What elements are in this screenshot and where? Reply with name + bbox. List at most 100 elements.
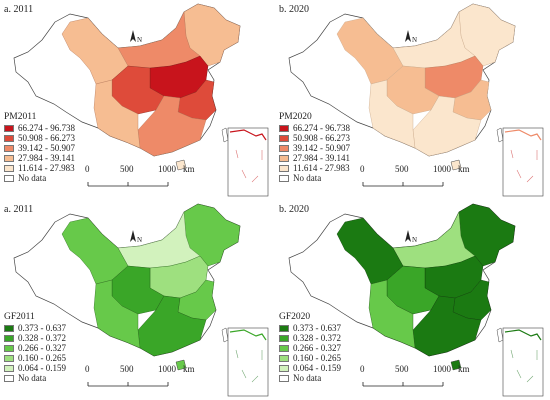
legend-swatch [279, 374, 289, 382]
legend-item: 39.142 - 50.907 [279, 143, 350, 153]
legend-item: 66.274 - 96.738 [279, 123, 350, 133]
legend-label: 27.984 - 39.141 [293, 153, 350, 163]
scale-bar [362, 182, 444, 187]
north-label: N [137, 236, 143, 244]
scale-bar [87, 182, 169, 187]
panel-title: b. 2020 [279, 204, 309, 215]
scale-tick: 0 [360, 164, 365, 174]
legend-title: GF2020 [279, 312, 311, 322]
scale-labels: 0 500 1000 km [360, 364, 483, 376]
legend-swatch [4, 344, 14, 352]
legend-item: 0.266 - 0.327 [279, 343, 341, 353]
south-china-sea-inset [502, 327, 544, 397]
scale-tick: 0 [85, 164, 90, 174]
panel-title: a. 2011 [4, 4, 34, 15]
legend-label: No data [293, 173, 322, 183]
legend-title: PM2020 [279, 112, 312, 122]
region-northwest [336, 217, 404, 285]
map-pm-2020 [288, 3, 544, 197]
region-northwest [61, 217, 129, 285]
legend-item: 50.908 - 66.273 [279, 133, 350, 143]
legend-item: 50.908 - 66.273 [4, 133, 75, 143]
legend-label: 0.373 - 0.637 [18, 323, 66, 333]
legend-swatch [279, 174, 289, 182]
legend-swatch [279, 354, 289, 362]
legend-swatch [279, 364, 289, 372]
legend-label: 11.614 - 27.983 [293, 163, 350, 173]
map-panel-pm-2011: a. 2011 N PM2011 66.274 - 96.738 50.908 … [0, 0, 275, 200]
scale-tick: 1000 [433, 164, 451, 174]
legend-swatch [279, 324, 289, 332]
legend-label: 66.274 - 96.738 [18, 123, 75, 133]
legend-label: 0.328 - 0.372 [18, 333, 66, 343]
region-southwest [368, 79, 416, 149]
scale-tick: 0 [85, 364, 90, 374]
legend-item: 0.064 - 0.159 [4, 363, 66, 373]
scale-bar [362, 382, 444, 387]
legend-swatch [4, 154, 14, 162]
inset-dashes [235, 149, 263, 183]
legend-swatch [4, 324, 14, 332]
scale-unit: km [458, 364, 470, 374]
panel-title: b. 2020 [279, 4, 309, 15]
legend-item: No data [4, 173, 75, 183]
legend-label: 27.984 - 39.141 [18, 153, 75, 163]
legend-item: 11.614 - 27.983 [4, 163, 75, 173]
hainan-island [175, 359, 187, 371]
legend-title: PM2011 [4, 112, 37, 122]
inset-coast [504, 329, 542, 341]
legend-item: 0.160 - 0.265 [4, 353, 66, 363]
legend-item: 0.328 - 0.372 [279, 333, 341, 343]
legend: PM2020 66.274 - 96.738 50.908 - 66.273 3… [279, 112, 350, 183]
scale-bar [87, 382, 169, 387]
legend-swatch [4, 174, 14, 182]
region-southwest [93, 279, 141, 349]
scale-tick: 1000 [433, 364, 451, 374]
panel-title: a. 2011 [4, 204, 34, 215]
legend-label: No data [18, 173, 47, 183]
legend-label: No data [18, 373, 47, 383]
north-arrow [130, 230, 136, 242]
legend-item: 39.142 - 50.907 [4, 143, 75, 153]
scale-tick: 1000 [158, 164, 176, 174]
scale-tick: 1000 [158, 364, 176, 374]
legend-swatch [4, 354, 14, 362]
north-arrow [130, 30, 136, 42]
inset-coast [229, 129, 267, 141]
legend-swatch [279, 164, 289, 172]
legend-swatch [279, 154, 289, 162]
map-gf-2011 [13, 203, 269, 397]
inset-dashes [510, 349, 538, 383]
inset-dashes [235, 349, 263, 383]
scale-unit: km [458, 164, 470, 174]
legend-item: 0.064 - 0.159 [279, 363, 341, 373]
legend-label: 0.064 - 0.159 [293, 363, 341, 373]
legend-item: 11.614 - 27.983 [279, 163, 350, 173]
legend-label: No data [293, 373, 322, 383]
legend-item: 0.373 - 0.637 [4, 323, 66, 333]
south-china-sea-inset [227, 127, 269, 197]
legend-swatch [279, 124, 289, 132]
map-panel-gf-2011: a. 2011 N GF2011 0.373 - 0.637 0.328 - 0… [0, 200, 275, 400]
map-panel-gf-2020: b. 2020 N GF2020 0.373 - 0.637 0.328 - 0… [275, 200, 550, 400]
north-arrow [405, 30, 411, 42]
legend-swatch [279, 134, 289, 142]
map-gf-2020 [288, 203, 544, 397]
legend-item: No data [279, 373, 341, 383]
legend-label: 39.142 - 50.907 [18, 143, 75, 153]
taiwan-island [496, 127, 504, 143]
legend-label: 0.064 - 0.159 [18, 363, 66, 373]
legend-label: 66.274 - 96.738 [293, 123, 350, 133]
hainan-island [450, 359, 462, 371]
south-china-sea-inset [502, 127, 544, 197]
region-southwest [93, 79, 141, 149]
map-pm-2011 [13, 3, 269, 197]
legend-label: 11.614 - 27.983 [18, 163, 75, 173]
legend-label: 50.908 - 66.273 [293, 133, 350, 143]
scale-labels: 0 500 1000 km [85, 364, 208, 376]
scale-tick: 0 [360, 364, 365, 374]
inset-dashes [510, 149, 538, 183]
legend-swatch [4, 164, 14, 172]
legend-item: 66.274 - 96.738 [4, 123, 75, 133]
